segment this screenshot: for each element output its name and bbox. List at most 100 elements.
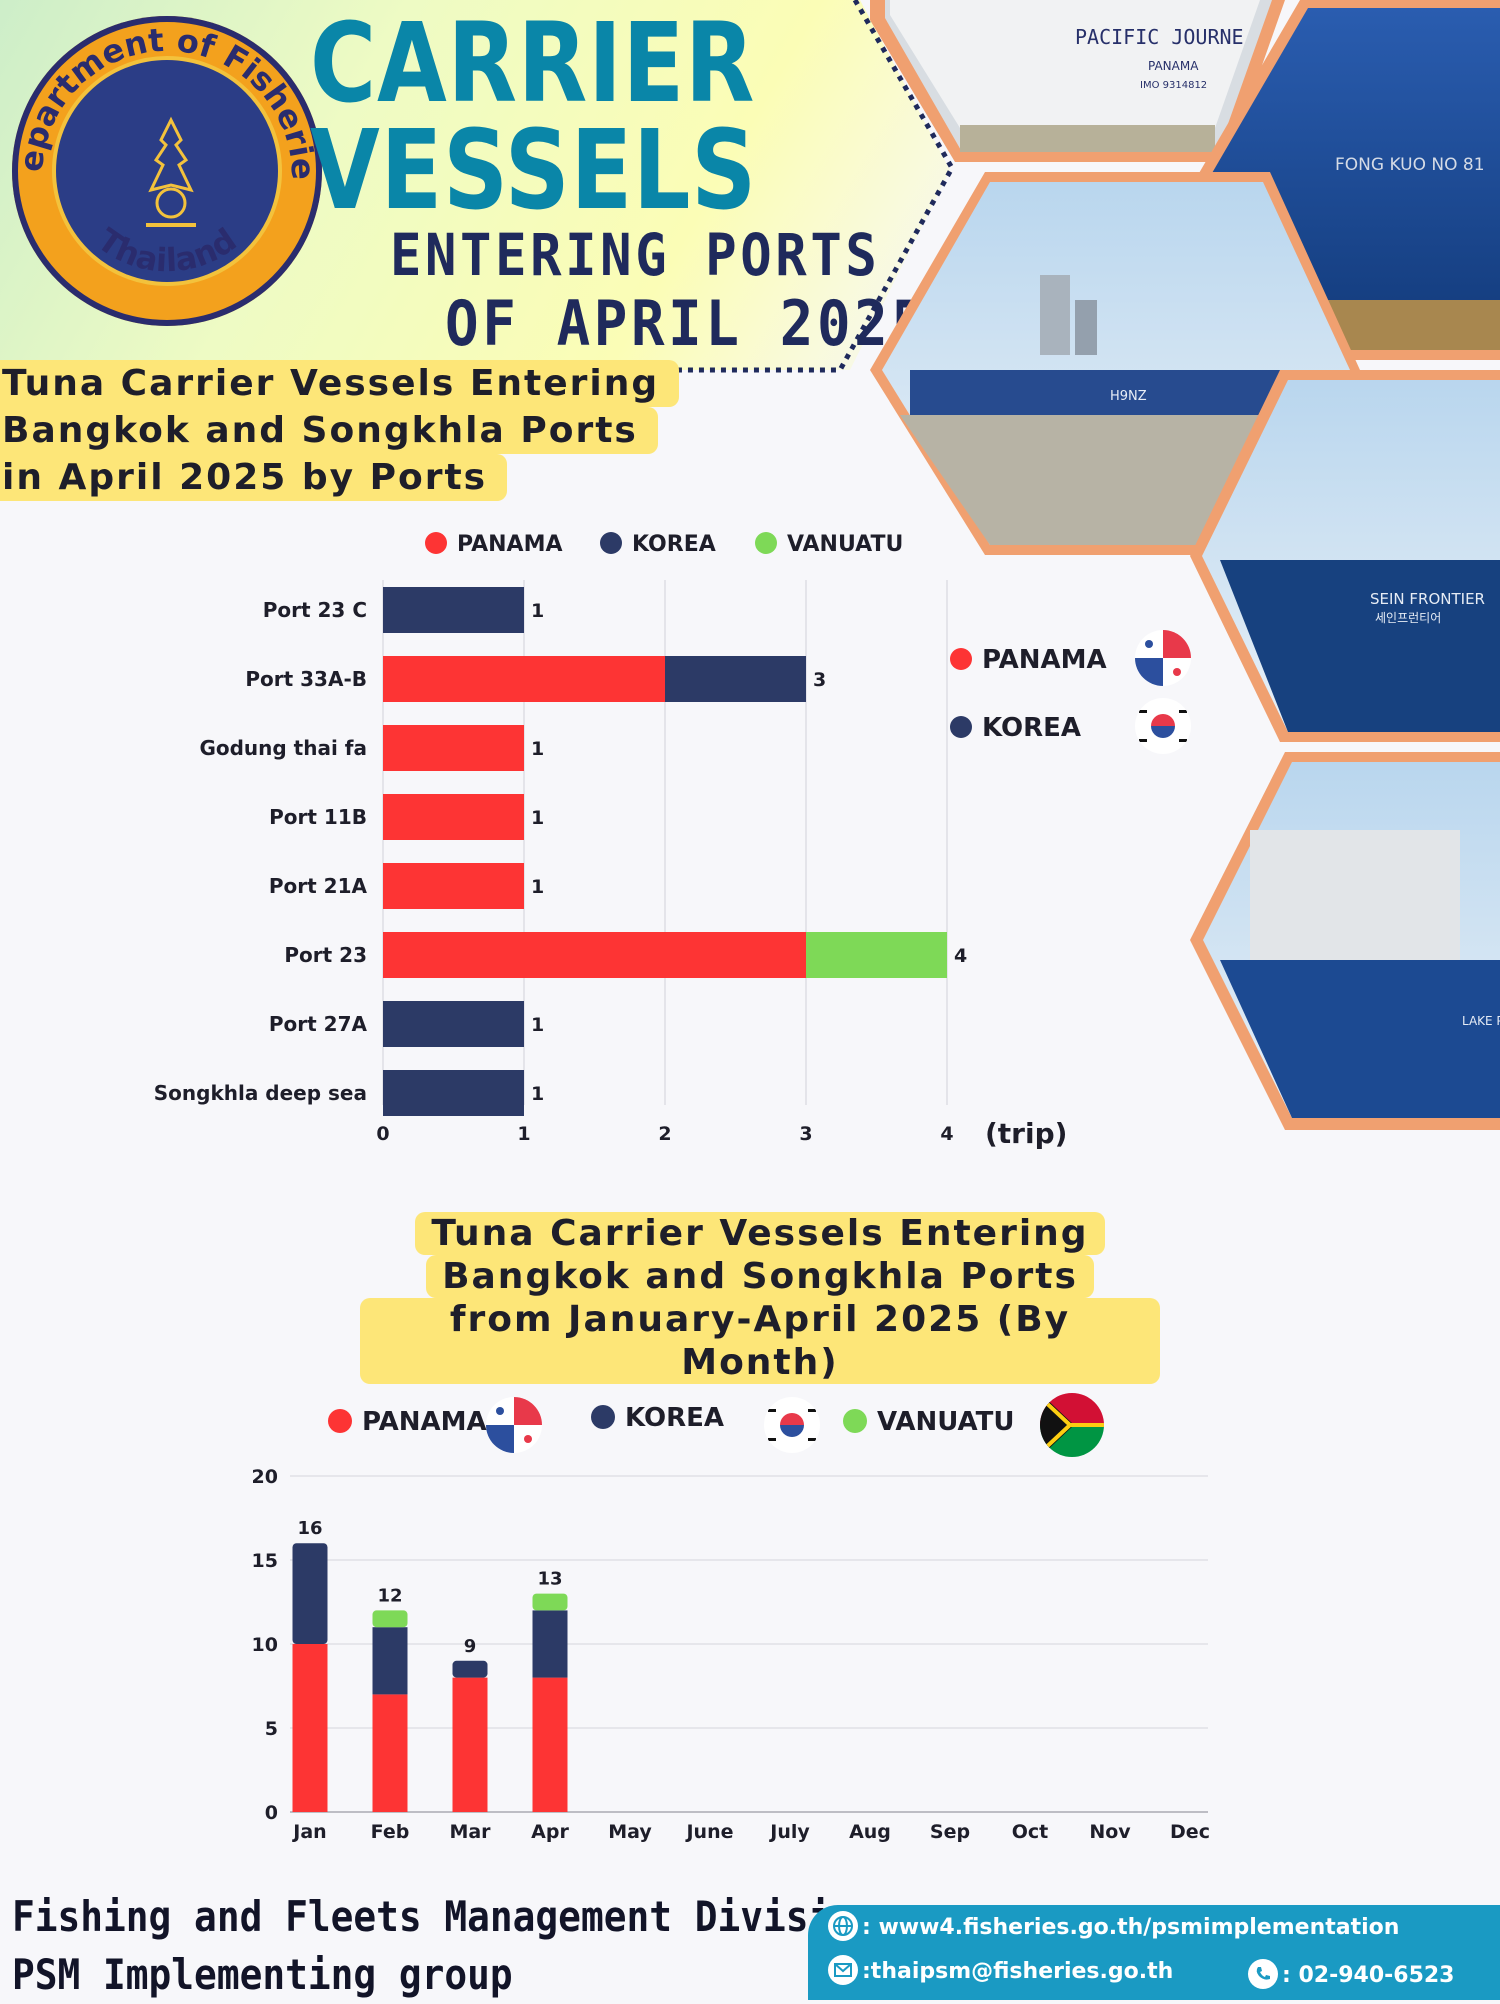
bar-total-label: 13 (537, 1569, 562, 1590)
legend-label: PANAMA (362, 1407, 487, 1437)
bar-total-label: 16 (297, 1518, 322, 1539)
chart2-title-line: from January-April 2025 (By Month) (360, 1298, 1160, 1384)
ship4-name: SEIN FRONTIER (1370, 590, 1485, 608)
vanuatu-dot-icon (843, 1408, 867, 1433)
x-tick-label: Feb (371, 1821, 410, 1843)
panama-dot-icon (425, 532, 447, 554)
photo-fong-kuo: FONG KUO NO 81 (1195, 0, 1500, 360)
phone-icon (1248, 1959, 1278, 1989)
phone-link[interactable]: : 02-940-6523 (1248, 1959, 1455, 1991)
legend-item-panama: PANAMA (328, 1407, 487, 1437)
bar-segment-panama (292, 1644, 328, 1812)
division-name: Fishing and Fleets Management Division (12, 1892, 877, 1941)
category-label: Port 11B (269, 805, 367, 829)
bar-segment-panama (452, 1677, 488, 1812)
ship2-name: FONG KUO NO 81 (1335, 155, 1485, 175)
korea-flag-icon (764, 1397, 820, 1453)
chart1-title: Tuna Carrier Vessels Entering Bangkok an… (0, 360, 680, 501)
ship1-flag: PANAMA (1148, 59, 1199, 73)
chart2-title-line: Tuna Carrier Vessels Entering (415, 1212, 1105, 1255)
email-text: :thaipsm@fisheries.go.th (862, 1959, 1174, 1984)
x-tick-label: Mar (449, 1821, 491, 1843)
bar-total-label: 1 (531, 807, 544, 829)
subtitle-april-2025: OF APRIL 2025 (445, 287, 929, 360)
bar-segment-vanuatu (532, 1593, 568, 1611)
bar-segment-panama (372, 1694, 408, 1812)
x-tick-label: May (608, 1821, 652, 1843)
globe-icon (828, 1911, 858, 1941)
y-tick-label: 15 (252, 1550, 278, 1572)
side-legend-label: KOREA (982, 713, 1081, 743)
bar-segment-panama (383, 725, 524, 771)
photo-h9nz: H9NZ (870, 172, 1360, 555)
x-tick-label: 1 (517, 1123, 530, 1145)
bar-segment-korea (383, 587, 524, 633)
vanuatu-dot-icon (755, 532, 777, 554)
chart-jan-apr-by-month: 0 5 10 15 20 Jan 16 Feb 12 Mar 9 Apr 13 May June July Au… (252, 1466, 1210, 1843)
y-tick-label: 10 (252, 1634, 278, 1656)
x-tick-label: Aug (849, 1821, 891, 1843)
side-legend-label: PANAMA (982, 645, 1107, 675)
legend-item-vanuatu: VANUATU (755, 532, 903, 557)
seal-text-ring: Department of Fisheries Thailand (12, 16, 322, 280)
ship1-imo: IMO 9314812 (1140, 80, 1207, 91)
chart-april-by-port: 0 1 2 3 4 (trip) Port 23 C 1 Port 33A-B 3 Godung t… (154, 580, 1067, 1150)
bar-segment-korea (665, 656, 806, 702)
email-link[interactable]: :thaipsm@fisheries.go.th (828, 1955, 1174, 1987)
bar-segment-korea (383, 1070, 524, 1116)
garuda-emblem-icon (146, 116, 196, 227)
bar-segment-korea (532, 1610, 568, 1678)
title-carrier: CARRIER (310, 0, 756, 127)
bar-total-label: 1 (531, 600, 544, 622)
category-label: Port 23 C (263, 598, 367, 622)
legend-label: KOREA (625, 1403, 724, 1433)
y-tick-label: 0 (265, 1802, 278, 1824)
legend-item-korea: KOREA (591, 1403, 724, 1433)
bar-total-label: 1 (531, 1014, 544, 1036)
bar-segment-vanuatu (372, 1610, 408, 1628)
bar-segment-panama (383, 656, 665, 702)
chart1-title-line: Bangkok and Songkhla Ports (0, 407, 658, 454)
category-label: Port 27A (269, 1012, 368, 1036)
x-tick-label: July (768, 1821, 810, 1843)
bar-segment-korea (292, 1543, 328, 1644)
category-label: Port 23 (284, 943, 367, 967)
x-tick-label: Jan (291, 1821, 326, 1843)
legend-item-panama: PANAMA (425, 532, 563, 557)
phone-text: : 02-940-6523 (1282, 1963, 1455, 1988)
category-label: Songkhla deep sea (154, 1081, 367, 1105)
bar-total-label: 1 (531, 1083, 544, 1105)
bar-segment-panama (383, 794, 524, 840)
bar-segment-panama (383, 932, 806, 978)
ship1-name: PACIFIC JOURNE (1075, 25, 1244, 49)
bar-total-label: 12 (377, 1585, 402, 1606)
department-seal: Department of Fisheries Thailand (12, 16, 322, 326)
bar-segment-panama (383, 863, 524, 909)
x-tick-label: Oct (1012, 1821, 1049, 1843)
website-text: : www4.fisheries.go.th/psmimplementation (862, 1915, 1400, 1940)
bar-segment-korea (383, 1001, 524, 1047)
bar-total-label: 1 (531, 738, 544, 760)
seal-text-top: Department of Fisheries (12, 16, 322, 181)
bar-segment-korea (452, 1660, 488, 1678)
bar-segment-vanuatu (806, 932, 947, 978)
x-tick-label: Nov (1089, 1821, 1131, 1843)
x-tick-label: 4 (940, 1123, 953, 1145)
bar-total-label: 1 (531, 876, 544, 898)
korea-dot-icon (591, 1404, 615, 1429)
ship4-korean: 세인프런티어 (1375, 611, 1441, 625)
svg-text:Thailand: Thailand (91, 221, 244, 280)
korea-dot-icon (600, 532, 622, 554)
website-link[interactable]: : www4.fisheries.go.th/psmimplementation (828, 1911, 1400, 1943)
seal-text-bottom: Thailand (91, 221, 244, 280)
x-tick-label: 3 (799, 1123, 812, 1145)
category-label: Godung thai fa (199, 736, 367, 760)
chart2-title: Tuna Carrier Vessels Entering Bangkok an… (360, 1212, 1160, 1384)
footer-contact-box: : www4.fisheries.go.th/psmimplementation… (808, 1905, 1500, 2000)
x-tick-label: Apr (531, 1821, 569, 1843)
panama-flag-icon (1135, 630, 1191, 686)
x-tick-label: Sep (930, 1821, 970, 1843)
legend-item-vanuatu: VANUATU (843, 1407, 1015, 1437)
category-label: Port 33A-B (245, 667, 367, 691)
chart1-title-line: in April 2025 by Ports (0, 454, 508, 501)
